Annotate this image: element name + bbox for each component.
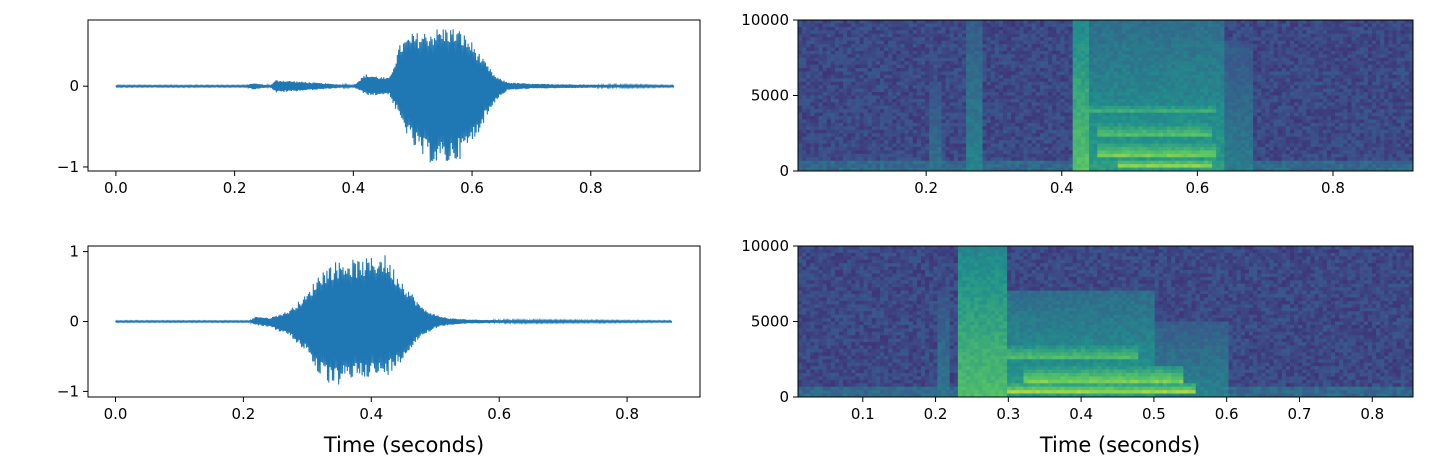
spectrogram-top-xtick-label: 0.6 — [1185, 179, 1209, 197]
spectrogram-bottom-ytick-label: 0 — [779, 388, 789, 406]
waveform-bottom-xtick-label: 0.2 — [231, 405, 255, 423]
waveform-top-ytick-label: −1 — [57, 158, 79, 176]
waveform-bottom-ytick-label: −1 — [57, 382, 79, 400]
waveform-top-xtick-label: 0.8 — [579, 179, 603, 197]
waveform-xlabel: Time (seconds) — [323, 433, 484, 457]
spectrogram-bottom-cells — [798, 246, 1413, 397]
spectrogram-top-ytick-label: 10000 — [741, 11, 789, 29]
waveform-top-ytick-label: 0 — [69, 77, 79, 95]
waveform-bottom-plot-area — [115, 255, 673, 385]
spectrogram-bottom-xtick-label: 0.5 — [1142, 405, 1166, 423]
waveform-top-series-line — [115, 29, 675, 163]
spectrogram-bottom-plot-area — [798, 246, 1413, 397]
spectrogram-top-plot-area — [798, 20, 1413, 171]
waveform-top-xtick-label: 0.4 — [341, 179, 365, 197]
spectrogram-bottom-xtick-label: 0.8 — [1360, 405, 1384, 423]
waveform-bottom-series-line — [115, 255, 673, 385]
spectrogram-bottom-xtick-label: 0.4 — [1069, 405, 1093, 423]
waveform-bottom-xtick-label: 0.4 — [359, 405, 383, 423]
spectrogram-bottom-xtick-label: 0.2 — [924, 405, 948, 423]
waveform-bottom-ytick-label: 0 — [69, 313, 79, 331]
waveform-bottom-panel: 0.0 0.2 0.4 0.6 0.8 −1 0 1 — [57, 243, 701, 423]
waveform-top-xtick-label: 0.0 — [104, 179, 128, 197]
spectrogram-bottom-xtick-label: 0.3 — [996, 405, 1020, 423]
waveform-top-plot-area — [115, 29, 675, 163]
spectrogram-bottom-xtick-label: 0.7 — [1288, 405, 1312, 423]
spectrogram-bottom-xtick-label: 0.1 — [851, 405, 875, 423]
spectrogram-bottom-xtick-label: 0.6 — [1215, 405, 1239, 423]
spectrogram-bottom-ytick-label: 10000 — [741, 237, 789, 255]
waveform-top-frame — [87, 19, 701, 172]
waveform-top-panel: 0.0 0.2 0.4 0.6 0.8 −1 0 — [57, 19, 701, 197]
waveform-top-xtick-label: 0.2 — [223, 179, 247, 197]
spectrogram-top-panel: 0.2 0.4 0.6 0.8 0 5000 10000 — [741, 11, 1414, 197]
spectrogram-top-xtick-label: 0.2 — [914, 179, 938, 197]
spectrogram-xlabel: Time (seconds) — [1039, 433, 1200, 457]
waveform-top-xtick-label: 0.6 — [460, 179, 484, 197]
spectrogram-bottom-ytick-label: 5000 — [751, 313, 789, 331]
spectrogram-top-xtick-label: 0.8 — [1321, 179, 1345, 197]
waveform-bottom-xtick-label: 0.8 — [615, 405, 639, 423]
spectrogram-top-ytick-label: 0 — [779, 162, 789, 180]
waveform-bottom-xtick-label: 0.6 — [487, 405, 511, 423]
spectrogram-bottom-panel: 0.1 0.2 0.3 0.4 0.5 0.6 0.7 0.8 0 5000 10000 — [741, 237, 1414, 423]
spectrogram-top-cells — [798, 20, 1413, 171]
spectrogram-top-ytick-label: 5000 — [751, 87, 789, 105]
waveform-bottom-ytick-label: 1 — [69, 243, 79, 261]
spectrogram-top-xtick-label: 0.4 — [1050, 179, 1074, 197]
waveform-bottom-xtick-label: 0.0 — [104, 405, 128, 423]
